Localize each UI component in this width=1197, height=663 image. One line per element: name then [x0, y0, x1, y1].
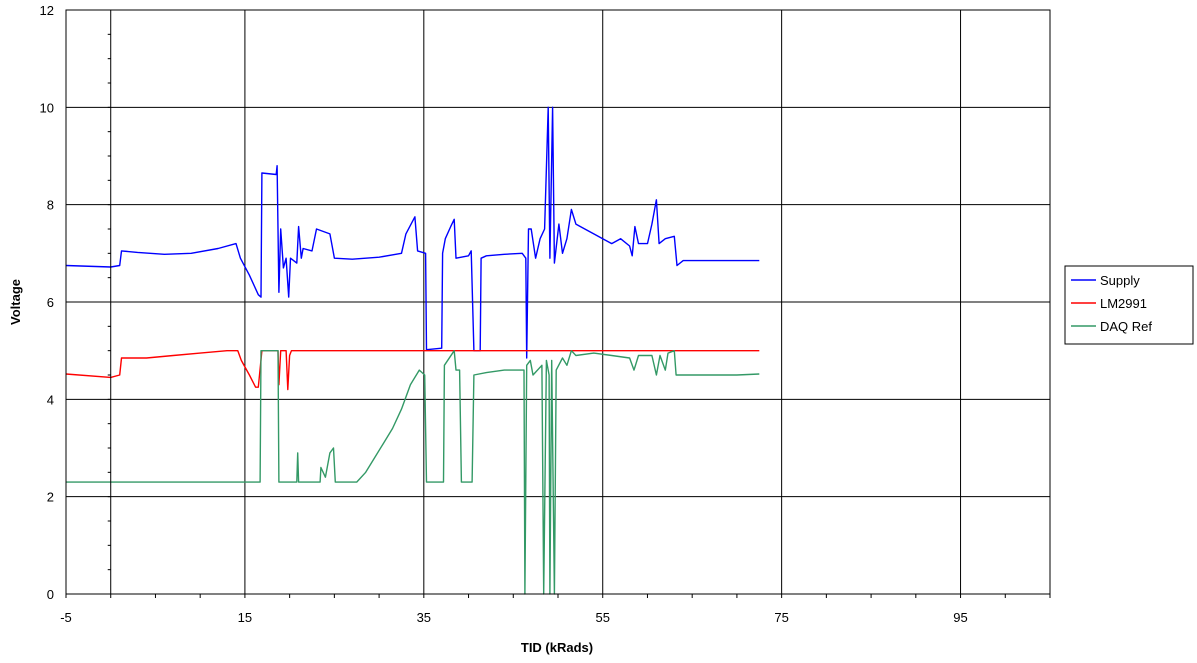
legend-box	[1064, 265, 1194, 345]
x-tick-label: 55	[595, 610, 609, 625]
legend: Supply LM2991 DAQ Ref	[1064, 265, 1194, 345]
y-tick-labels: 0 2 4 6 8 10 12	[40, 3, 54, 602]
y-tick-label: 4	[47, 392, 54, 407]
legend-label-lm2991: LM2991	[1100, 296, 1147, 311]
legend-label-supply: Supply	[1100, 273, 1140, 288]
legend-item-lm2991: LM2991	[1071, 296, 1147, 311]
y-tick-label: 10	[40, 100, 54, 115]
x-tick-label: 15	[238, 610, 252, 625]
legend-item-supply: Supply	[1071, 273, 1140, 288]
y-axis-title: Voltage	[8, 279, 23, 325]
y-tick-label: 6	[47, 295, 54, 310]
y-tick-label: 0	[47, 587, 54, 602]
legend-item-daq-ref: DAQ Ref	[1071, 319, 1152, 334]
legend-label-daq-ref: DAQ Ref	[1100, 319, 1152, 334]
series-line-supply	[65, 106, 760, 359]
x-tick-label: -5	[60, 610, 72, 625]
series-layer	[65, 106, 760, 595]
series-line-lm2991	[65, 350, 760, 391]
plot-frame	[65, 9, 1051, 595]
y-tick-label: 8	[47, 198, 54, 213]
series-line-daq-ref	[66, 350, 760, 595]
x-tick-label: 75	[774, 610, 788, 625]
x-tick-label: 95	[953, 610, 967, 625]
x-tick-labels: -5 15 35 55 75 95	[60, 610, 968, 625]
y-tick-label: 12	[40, 3, 54, 18]
x-tick-label: 35	[417, 610, 431, 625]
y-tick-label: 2	[47, 490, 54, 505]
x-axis-title: TID (kRads)	[521, 640, 593, 655]
